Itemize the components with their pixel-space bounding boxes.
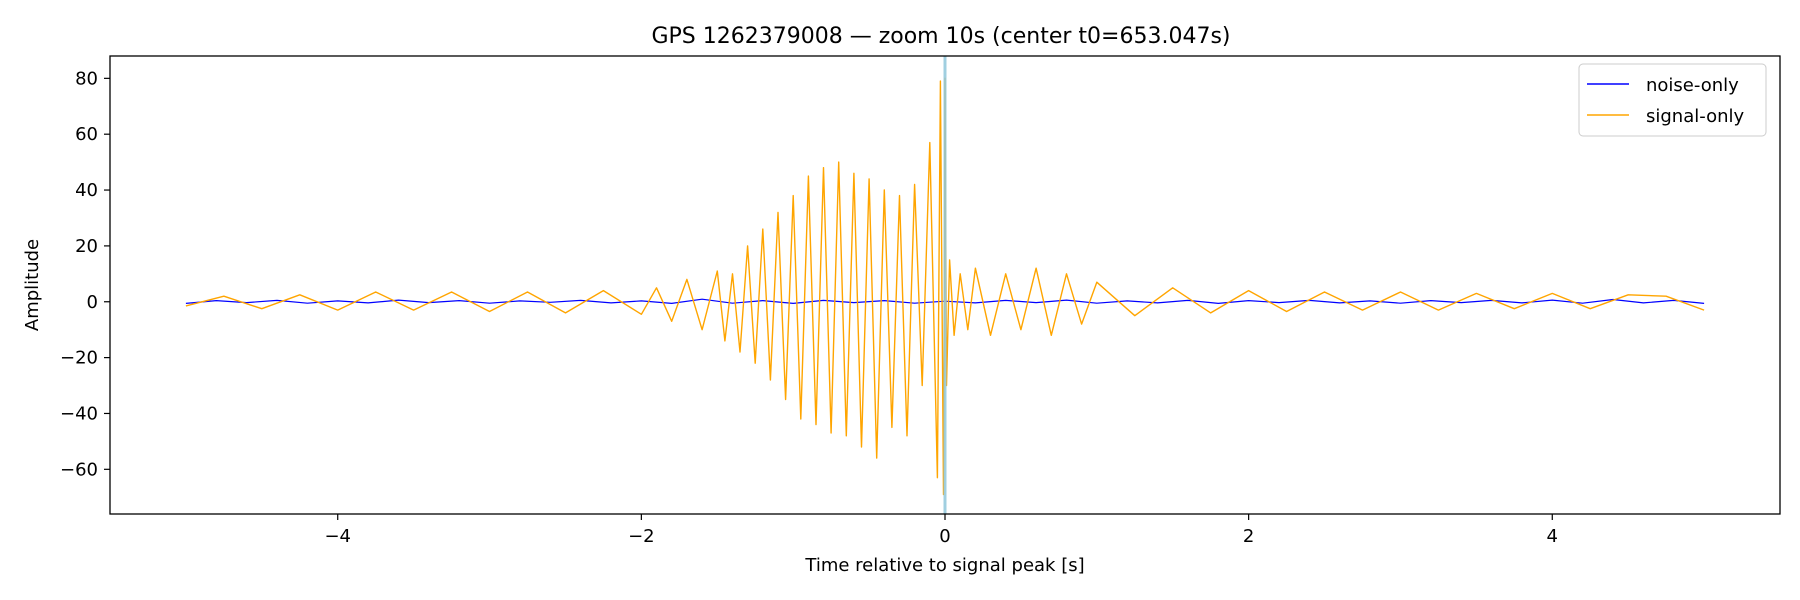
legend-label-noise-only: noise-only (1646, 75, 1739, 96)
y-tick-label: 40 (75, 180, 98, 201)
series-line-signal-only (185, 77, 1705, 496)
chart-title: GPS 1262379008 — zoom 10s (center t0=653… (651, 24, 1230, 49)
x-tick-label: −4 (324, 526, 351, 547)
plot-area (185, 56, 1705, 514)
legend: noise-only signal-only (1578, 63, 1767, 137)
legend-label-signal-only: signal-only (1646, 106, 1744, 127)
y-tick-label: 60 (75, 124, 98, 145)
x-tick-label: −2 (628, 526, 655, 547)
y-axis-label: Amplitude (22, 239, 43, 331)
y-tick-label: 0 (87, 292, 98, 313)
y-axis: −60 −40 −20 0 20 40 60 80 (60, 68, 110, 480)
x-axis: −4 −2 0 2 4 (324, 514, 1558, 547)
y-tick-label: 80 (75, 68, 98, 89)
legend-box (1578, 63, 1767, 137)
x-axis-label: Time relative to signal peak [s] (804, 555, 1084, 576)
y-tick-label: −40 (60, 403, 98, 424)
x-tick-label: 0 (939, 526, 950, 547)
x-tick-label: 4 (1547, 526, 1558, 547)
x-tick-label: 2 (1243, 526, 1254, 547)
y-tick-label: 20 (75, 236, 98, 257)
y-tick-label: −60 (60, 459, 98, 480)
y-tick-label: −20 (60, 348, 98, 369)
